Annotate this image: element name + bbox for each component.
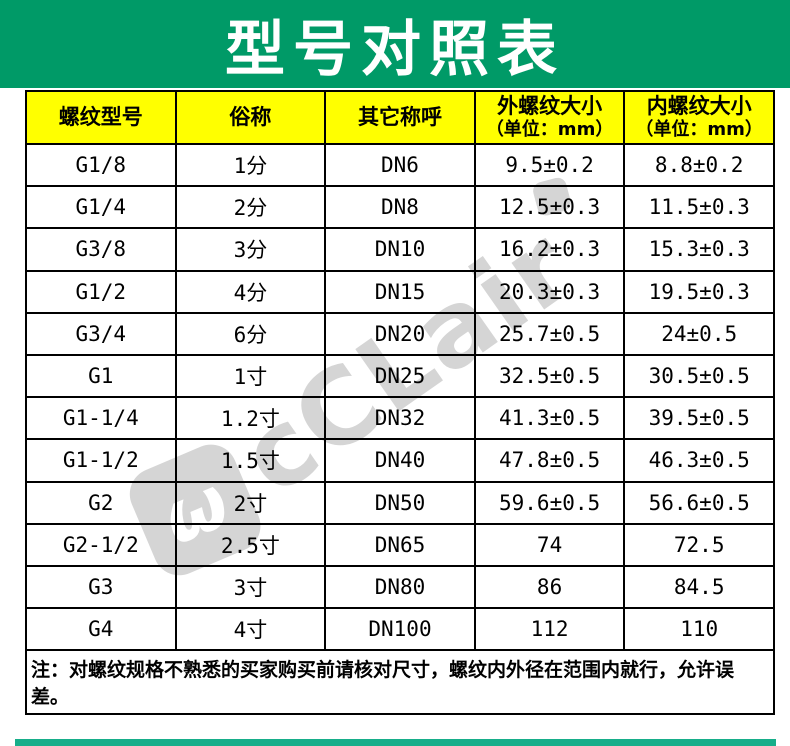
- table-cell: 6分: [174, 311, 327, 356]
- spec-table-container: ω cCLair 螺纹型号 俗称 其它称呼 外螺纹大小 （单位：mm） 内螺纹大小 （单位：…: [25, 90, 775, 716]
- table-cell: 59.6±0.5: [473, 480, 626, 525]
- table-cell: 41.3±0.5: [473, 396, 626, 441]
- table-cell: 32.5±0.5: [473, 353, 626, 399]
- table-cell: 2.5寸: [174, 522, 327, 567]
- table-row: G4 4寸 DN100 112 110: [25, 607, 775, 652]
- table-cell: 110: [623, 607, 775, 652]
- table-cell: G1/2: [25, 269, 177, 314]
- table-cell: 15.3±0.3: [623, 227, 775, 272]
- table-cell: DN10: [324, 227, 476, 272]
- table-cell: 74: [473, 522, 626, 567]
- table-cell: 4分: [174, 269, 327, 314]
- table-row: G2-1/2 2.5寸 DN65 74 72.5: [25, 522, 775, 567]
- table-cell: 12.5±0.3: [473, 185, 626, 230]
- table-row: G1/4 2分 DN8 12.5±0.3 11.5±0.3: [25, 185, 775, 230]
- table-row: G3/8 3分 DN10 16.2±0.3 15.3±0.3: [25, 227, 775, 272]
- table-cell: 11.5±0.3: [623, 185, 775, 230]
- table-cell: DN20: [324, 311, 476, 356]
- table-cell: 2寸: [174, 480, 327, 525]
- table-cell: G2-1/2: [25, 522, 177, 567]
- table-cell: 25.7±0.5: [473, 311, 626, 356]
- table-row: G1-1/2 1.5寸 DN40 47.8±0.5 46.3±0.5: [25, 438, 775, 483]
- table-row: G1-1/4 1.2寸 DN32 41.3±0.5 39.5±0.5: [25, 396, 775, 441]
- table-cell: 1寸: [174, 353, 327, 399]
- table-cell: 24±0.5: [623, 311, 775, 356]
- table-cell: DN65: [324, 522, 476, 567]
- table-cell: 112: [473, 607, 626, 652]
- spec-table: 螺纹型号 俗称 其它称呼 外螺纹大小 （单位：mm） 内螺纹大小 （单位：mm） G1/8 1…: [25, 90, 775, 716]
- title-banner: 型号对照表: [0, 0, 790, 88]
- table-cell: 1.5寸: [174, 438, 327, 483]
- column-header: 其它称呼: [324, 90, 476, 145]
- table-cell: 3寸: [174, 564, 327, 610]
- table-cell: 20.3±0.3: [473, 269, 626, 314]
- table-cell: 19.5±0.3: [623, 269, 775, 314]
- page-title: 型号对照表: [225, 14, 565, 85]
- table-cell: G1-1/4: [25, 396, 177, 441]
- table-cell: G3: [25, 564, 177, 610]
- table-cell: 9.5±0.2: [473, 142, 626, 188]
- table-cell: 2分: [174, 185, 327, 230]
- table-cell: G1: [25, 353, 177, 399]
- table-cell: DN15: [324, 269, 476, 314]
- bottom-accent-bar: [15, 739, 776, 746]
- table-cell: 72.5: [623, 522, 775, 567]
- table-cell: 39.5±0.5: [623, 396, 775, 441]
- table-cell: DN80: [324, 564, 476, 610]
- table-cell: G1/8: [25, 142, 177, 188]
- table-cell: G1/4: [25, 185, 177, 230]
- table-cell: 30.5±0.5: [623, 353, 775, 399]
- table-cell: DN100: [324, 607, 476, 652]
- table-cell: G1-1/2: [25, 438, 177, 483]
- table-cell: 16.2±0.3: [473, 227, 626, 272]
- table-cell: DN8: [324, 185, 476, 230]
- column-header: 外螺纹大小 （单位：mm）: [473, 90, 626, 145]
- table-cell: G3/8: [25, 227, 177, 272]
- table-row: G3/4 6分 DN20 25.7±0.5 24±0.5: [25, 311, 775, 356]
- table-cell: G4: [25, 607, 177, 652]
- table-row: G3 3寸 DN80 86 84.5: [25, 564, 775, 610]
- table-cell: G2: [25, 480, 177, 525]
- table-cell: 46.3±0.5: [623, 438, 775, 483]
- table-row: G2 2寸 DN50 59.6±0.5 56.6±0.5: [25, 480, 775, 525]
- table-cell: 8.8±0.2: [623, 142, 775, 188]
- table-cell: DN32: [324, 396, 476, 441]
- spec-table-foot: 注：对螺纹规格不熟悉的买家购买前请核对尺寸，螺纹内外径在范围内就行，允许误差。: [25, 649, 775, 716]
- column-header: 俗称: [174, 90, 327, 145]
- table-cell: 86: [473, 564, 626, 610]
- column-header: 内螺纹大小 （单位：mm）: [623, 90, 775, 145]
- table-cell: DN6: [324, 142, 476, 188]
- table-row: G1 1寸 DN25 32.5±0.5 30.5±0.5: [25, 353, 775, 399]
- table-cell: 1分: [174, 142, 327, 188]
- table-cell: 47.8±0.5: [473, 438, 626, 483]
- table-cell: DN40: [324, 438, 476, 483]
- table-note: 注：对螺纹规格不熟悉的买家购买前请核对尺寸，螺纹内外径在范围内就行，允许误差。: [25, 649, 775, 716]
- column-header: 螺纹型号: [25, 90, 177, 145]
- table-row: G1/8 1分 DN6 9.5±0.2 8.8±0.2: [25, 142, 775, 188]
- table-cell: 1.2寸: [174, 396, 327, 441]
- spec-table-head: 螺纹型号 俗称 其它称呼 外螺纹大小 （单位：mm） 内螺纹大小 （单位：mm）: [25, 90, 775, 145]
- table-cell: 4寸: [174, 607, 327, 652]
- table-cell: 56.6±0.5: [623, 480, 775, 525]
- table-cell: 84.5: [623, 564, 775, 610]
- table-header-row: 螺纹型号 俗称 其它称呼 外螺纹大小 （单位：mm） 内螺纹大小 （单位：mm）: [25, 90, 775, 145]
- table-cell: DN50: [324, 480, 476, 525]
- table-cell: G3/4: [25, 311, 177, 356]
- table-row: G1/2 4分 DN15 20.3±0.3 19.5±0.3: [25, 269, 775, 314]
- table-cell: DN25: [324, 353, 476, 399]
- table-note-row: 注：对螺纹规格不熟悉的买家购买前请核对尺寸，螺纹内外径在范围内就行，允许误差。: [25, 649, 775, 716]
- spec-table-body: G1/8 1分 DN6 9.5±0.2 8.8±0.2 G1/4 2分 DN8 12.5±0.3…: [25, 142, 775, 652]
- table-cell: 3分: [174, 227, 327, 272]
